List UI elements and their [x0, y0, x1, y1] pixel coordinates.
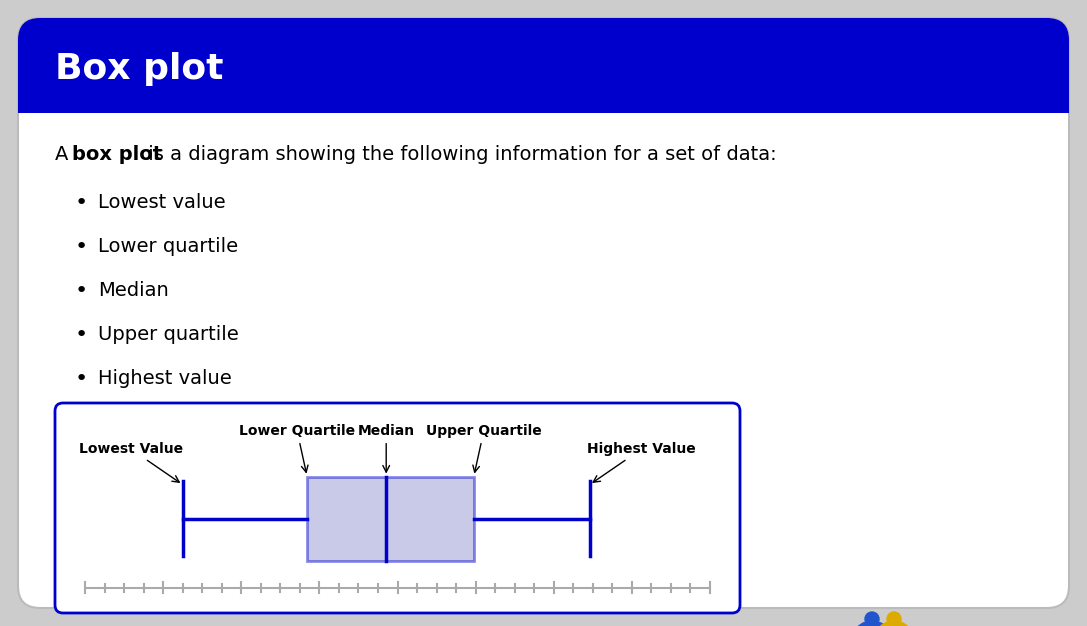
- Text: Highest value: Highest value: [98, 369, 232, 389]
- Text: Median: Median: [358, 424, 415, 472]
- Bar: [308, 476, 474, 560]
- Circle shape: [874, 621, 914, 626]
- Text: •: •: [75, 369, 88, 389]
- Text: Median: Median: [98, 282, 168, 300]
- Text: •: •: [75, 325, 88, 345]
- Text: Lowest value: Lowest value: [98, 193, 226, 212]
- Text: Lower quartile: Lower quartile: [98, 237, 238, 257]
- FancyBboxPatch shape: [18, 18, 1069, 113]
- Text: Highest Value: Highest Value: [587, 442, 696, 482]
- Text: •: •: [75, 237, 88, 257]
- Text: •: •: [75, 281, 88, 301]
- Text: Box plot: Box plot: [55, 53, 224, 86]
- Text: Upper quartile: Upper quartile: [98, 326, 239, 344]
- Text: is a diagram showing the following information for a set of data:: is a diagram showing the following infor…: [141, 145, 776, 165]
- Bar: [18, 83, 1069, 113]
- Text: Lower Quartile: Lower Quartile: [239, 424, 355, 472]
- Text: •: •: [75, 193, 88, 213]
- Text: Upper Quartile: Upper Quartile: [426, 424, 541, 472]
- Circle shape: [865, 612, 879, 626]
- FancyBboxPatch shape: [55, 403, 740, 613]
- Text: box plot: box plot: [73, 145, 162, 165]
- Text: A: A: [55, 145, 75, 165]
- Circle shape: [852, 621, 892, 626]
- FancyBboxPatch shape: [18, 18, 1069, 608]
- Text: Lowest Value: Lowest Value: [78, 442, 183, 482]
- Circle shape: [887, 612, 901, 626]
